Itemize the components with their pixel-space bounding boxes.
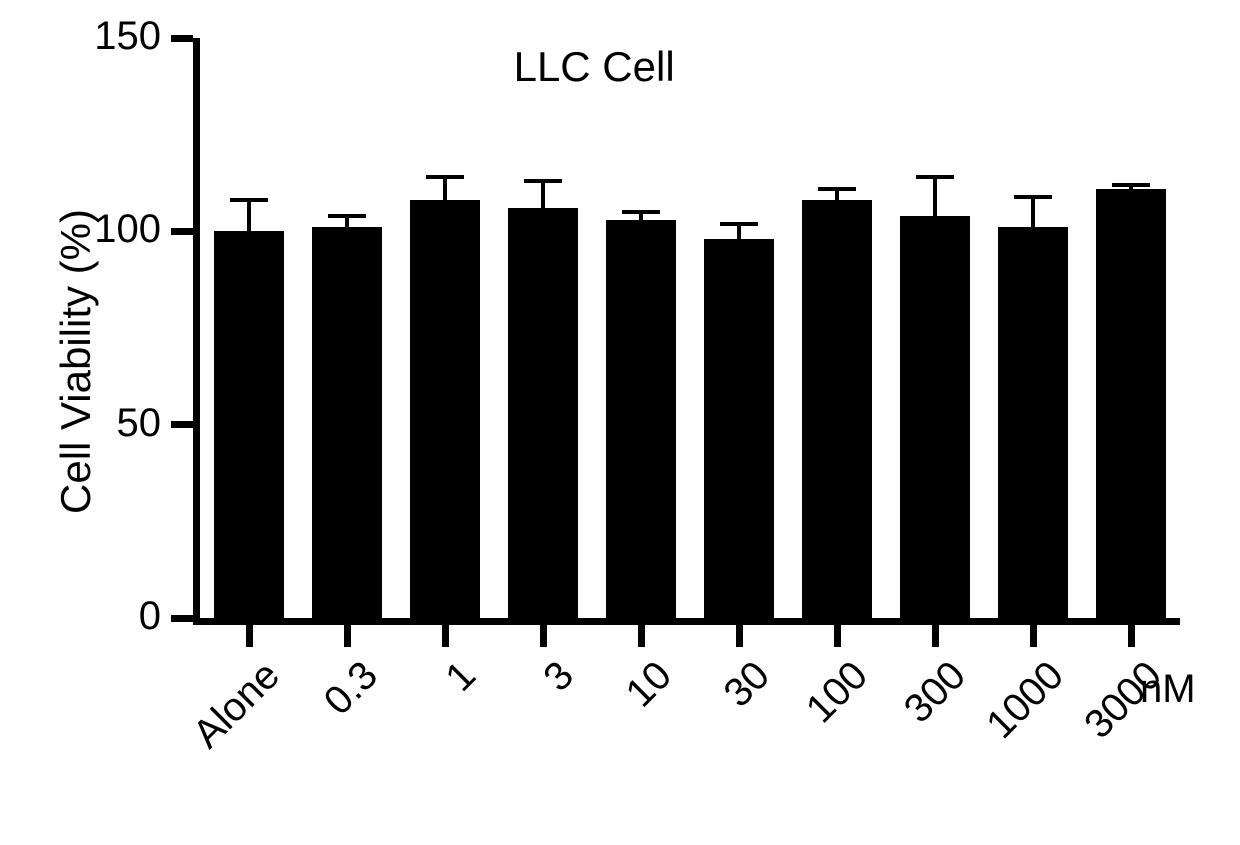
bar [998,227,1069,618]
bar [704,239,775,618]
x-tick [246,625,253,647]
errorbar-stem [541,181,545,208]
bar [214,231,285,618]
y-tick [171,35,193,42]
y-axis-line [193,38,200,625]
errorbar-cap [230,198,269,202]
bar [1096,189,1167,618]
x-tick [540,625,547,647]
x-tick [638,625,645,647]
x-axis-line [193,618,1180,625]
bar [802,200,873,618]
y-tick [171,421,193,428]
plot-area [200,38,1180,618]
errorbar-cap [1014,195,1053,199]
errorbar-cap [818,187,857,191]
x-tick [834,625,841,647]
errorbar-cap [328,214,367,218]
bar [312,227,383,618]
errorbar-cap [1112,183,1151,187]
x-tick [1128,625,1135,647]
x-tick [442,625,449,647]
y-axis-label: Cell Viability (%) [52,209,100,514]
y-tick [171,228,193,235]
y-tick-label: 100 [61,207,161,252]
bar [900,216,971,618]
x-tick [344,625,351,647]
bar [410,200,481,618]
errorbar-cap [524,179,563,183]
bar [606,220,677,618]
errorbar-cap [622,210,661,214]
errorbar-cap [426,175,465,179]
errorbar-cap [916,175,955,179]
errorbar-stem [247,200,251,231]
y-tick [171,615,193,622]
y-tick-label: 0 [61,594,161,639]
y-tick-label: 150 [61,14,161,59]
errorbar-stem [933,177,937,216]
errorbar-cap [720,222,759,226]
errorbar-stem [1031,197,1035,228]
chart-container: LLC Cell Cell Viability (%) nM 050100150… [0,0,1240,845]
x-tick [736,625,743,647]
y-tick-label: 50 [61,401,161,446]
errorbar-stem [443,177,447,200]
bar [508,208,579,618]
errorbar-stem [737,224,741,239]
x-tick [932,625,939,647]
x-tick [1030,625,1037,647]
